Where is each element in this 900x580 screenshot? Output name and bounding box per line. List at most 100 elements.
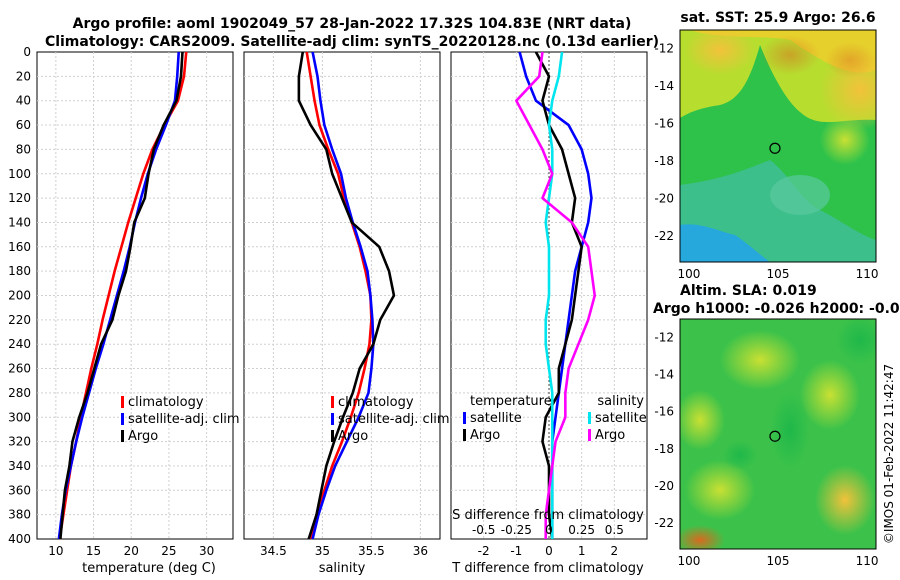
y-tick-label: 400 [8,532,31,546]
top-tick-label: -0.25 [501,523,532,537]
difference-top-xlabel: S difference from climatology [452,508,644,523]
map-y-tick-label: -18 [654,442,674,456]
y-tick-label: 140 [8,215,31,229]
series-argo [59,51,184,540]
legend-label-satellite: satellite-adj. clim [128,412,240,427]
title-line-1: Argo profile: aoml 1902049_57 28-Jan-202… [73,16,632,32]
x-tick-label: 30 [199,544,214,558]
map-y-tick-label: -22 [654,516,674,530]
legend-swatch-argo [331,430,334,442]
legend-label-temp-argo: Argo [470,428,500,443]
temperature-xlabel: temperature (deg C) [82,561,216,576]
y-tick-label: 220 [8,313,31,327]
map-y-tick-label: -16 [654,117,674,131]
y-tick-label: 40 [16,94,31,108]
x-tick-label: 36 [413,544,428,558]
map-y-tick-label: -16 [654,405,674,419]
legend-label-argo: Argo [128,429,158,444]
x-tick-label: 10 [48,544,63,558]
legend-title-salinity: salinity [597,394,644,409]
map-x-tick-label: 110 [856,554,879,568]
sla-map-title-2: Argo h1000: -0.026 h2000: -0.057 [653,301,900,317]
difference-series [515,51,597,540]
map-y-tick-label: -22 [654,229,674,243]
map-x-tick-label: 100 [677,554,700,568]
salinity-legend: climatology satellite-adj. clim Argo [331,395,450,444]
x-tick-label: 35 [315,544,330,558]
y-tick-label: 280 [8,386,31,400]
salinity-series [297,51,396,540]
x-tick-label: 35.5 [358,544,385,558]
y-tick-label: 260 [8,362,31,376]
salinity-grid [244,52,440,539]
map-y-tick-label: -12 [654,331,674,345]
series-satellite-adj-clim [311,51,375,540]
sla-argo-marker [769,430,781,442]
y-tick-label: 380 [8,508,31,522]
y-tick-label: 20 [16,69,31,83]
legend-label-argo: Argo [338,429,368,444]
legend-swatch-climatology [331,396,334,408]
y-tick-label: 180 [8,264,31,278]
legend-swatch-sal-argo [588,429,591,441]
legend-label-sal-argo: Argo [595,428,625,443]
legend-swatch-temp-satellite [463,412,466,424]
map-x-tick-label: 110 [856,267,879,281]
sst-map-image [680,30,876,262]
x-tick-label: -1 [510,544,522,558]
legend-label-sal-satellite: satellite [595,411,647,426]
x-tick-label: 25 [161,544,176,558]
legend-swatch-climatology [121,396,124,408]
series-salinity-argo [515,51,597,539]
map-y-tick-label: -12 [654,42,674,56]
map-x-tick-label: 100 [677,267,700,281]
x-tick-label: 34.5 [260,544,287,558]
top-tick-label: -0.5 [472,523,495,537]
x-tick-label: 1 [578,544,586,558]
sla-map-frame [679,318,877,550]
y-tick-label: 160 [8,240,31,254]
legend-label-satellite: satellite-adj. clim [338,412,450,427]
y-tick-label: 300 [8,410,31,424]
series-satellite-adj-clim [57,51,181,540]
legend-label-climatology: climatology [128,395,204,410]
sst-map-frame [679,29,877,263]
x-tick-label: 0 [545,544,553,558]
map-y-tick-label: -18 [654,154,674,168]
difference-legend: temperature satellite Argo salinity sate… [463,394,647,443]
top-tick-label: 0.5 [605,523,624,537]
map-y-tick-label: -14 [654,79,674,93]
top-tick-label: 0 [545,523,553,537]
temperature-legend: climatology satellite-adj. clim Argo [121,395,240,444]
y-tick-label: 200 [8,289,31,303]
legend-swatch-satellite [121,413,124,425]
legend-swatch-argo [121,430,124,442]
temperature-series [57,51,188,540]
map-y-tick-label: -20 [654,191,674,205]
y-tick-label: 240 [8,337,31,351]
legend-label-climatology: climatology [338,395,414,410]
series-temperature-argo [534,51,583,540]
y-tick-label: 60 [16,118,31,132]
salinity-xlabel: salinity [319,561,366,576]
map-y-tick-label: -14 [654,368,674,382]
series-argo [297,51,396,540]
difference-xlabel: T difference from climatology [451,561,644,576]
title-line-2: Climatology: CARS2009. Satellite-adj cli… [45,34,659,50]
y-tick-label: 340 [8,459,31,473]
x-tick-label: -2 [478,544,490,558]
sla-map-title-1: Altim. SLA: 0.019 [680,283,817,299]
sst-map-title: sat. SST: 25.9 Argo: 26.6 [680,10,875,26]
legend-title-temperature: temperature [470,394,552,409]
y-tick-label: 0 [23,45,31,59]
y-tick-label: 80 [16,142,31,156]
y-tick-label: 360 [8,483,31,497]
x-tick-label: 20 [124,544,139,558]
legend-label-temp-satellite: satellite [470,411,522,426]
map-y-tick-label: -20 [654,479,674,493]
y-tick-label: 320 [8,435,31,449]
map-x-tick-label: 105 [767,267,790,281]
temperature-grid [37,52,233,539]
y-tick-label: 120 [8,191,31,205]
legend-swatch-sal-satellite [588,412,591,424]
